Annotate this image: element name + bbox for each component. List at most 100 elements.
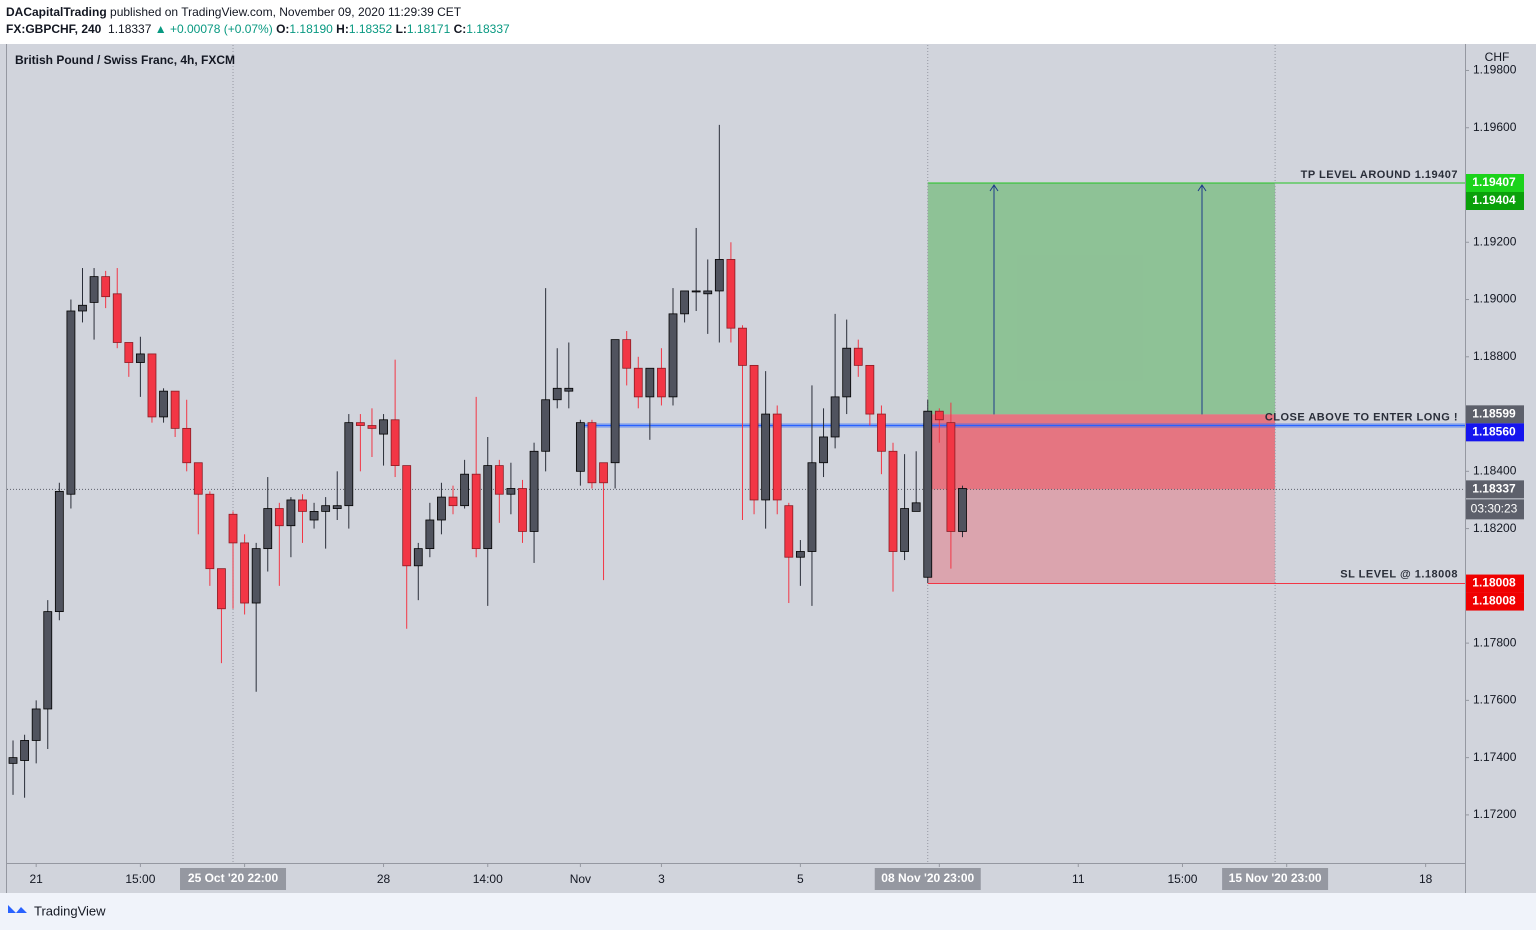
symbol: FX:GBPCHF, 240: [6, 22, 102, 36]
candle-body: [494, 465, 504, 495]
candle-body: [402, 465, 412, 567]
publisher: DACapitalTrading: [6, 5, 107, 19]
candle-body: [355, 422, 365, 426]
candle-body: [564, 387, 574, 392]
candle-body: [761, 413, 771, 501]
countdown-tag: [1466, 499, 1524, 520]
candle-body: [842, 347, 852, 398]
x-tick-label: 15:00: [125, 872, 155, 886]
publish-line: DACapitalTrading published on TradingVie…: [6, 4, 510, 21]
candle-body: [413, 548, 423, 567]
annotation: CLOSE ABOVE TO ENTER LONG !: [1265, 411, 1458, 423]
candle-body: [529, 450, 539, 532]
candle-body: [425, 519, 435, 550]
y-tick-label: 1.18400: [1473, 463, 1517, 477]
price-tag-label: 1.18599: [1472, 407, 1516, 421]
candle-body: [298, 499, 307, 512]
price-tag: [1466, 480, 1524, 499]
ohlc-key: L:: [395, 22, 407, 36]
candle-body: [437, 496, 446, 521]
marker-box: [874, 868, 981, 890]
candle-body: [147, 353, 157, 418]
candle-body: [958, 488, 967, 532]
countdown: 03:30:23: [1471, 502, 1518, 516]
y-tick-label: 1.18800: [1473, 349, 1517, 363]
candle-body: [379, 419, 388, 435]
candle-body: [483, 465, 493, 550]
candle-body: [8, 757, 18, 764]
candle-body: [518, 488, 527, 532]
candle-body: [170, 390, 180, 429]
candle-body: [228, 513, 238, 544]
candle-body: [738, 327, 747, 366]
candle-body: [448, 496, 458, 507]
x-tick-label: 28: [377, 872, 391, 886]
candle-body: [43, 611, 53, 710]
candle-body: [240, 542, 249, 604]
candle-body: [923, 410, 933, 578]
arrow-head: [1197, 184, 1207, 192]
candle-body: [344, 422, 354, 507]
price-tag: [1466, 423, 1524, 442]
x-tick-label: 18: [1419, 872, 1433, 886]
price-tag: [1466, 192, 1524, 211]
brand: TradingView: [34, 903, 106, 918]
y-tick-label: 1.19800: [1473, 63, 1517, 77]
ohlc-value: 1.18337: [466, 22, 510, 36]
candle-body: [749, 364, 759, 501]
candle-body: [286, 499, 296, 527]
candle-body: [888, 450, 898, 552]
x-tick-label: 15:00: [1167, 872, 1197, 886]
candle-body: [784, 505, 794, 558]
candle-body: [89, 276, 99, 303]
loss-zone: [927, 489, 1276, 584]
candle-body: [460, 473, 469, 507]
candle-body: [599, 462, 608, 484]
marker-box: [1222, 868, 1329, 890]
candle-body: [193, 462, 203, 495]
candle-body: [772, 413, 782, 501]
candle-body: [934, 410, 944, 421]
candle-body: [807, 462, 817, 552]
ohlc-value: 1.18352: [348, 22, 393, 36]
candle-body: [124, 342, 134, 363]
candle-body: [54, 490, 64, 613]
candle-body: [541, 399, 551, 452]
footer-bg: [0, 893, 1536, 930]
candle-body: [66, 310, 76, 495]
candle-body: [135, 353, 145, 363]
candle-body: [112, 293, 122, 343]
ohlc-value: 1.18171: [406, 22, 451, 36]
last: 1.18337: [108, 22, 152, 36]
candle-body: [217, 568, 226, 610]
header: DACapitalTrading published on TradingVie…: [6, 4, 510, 38]
price-tag: [1466, 405, 1524, 424]
candle-body: [251, 548, 261, 604]
candle-body: [877, 413, 886, 452]
y-tick-label: 1.19200: [1473, 234, 1517, 248]
price-tag-label: 1.18560: [1472, 425, 1516, 439]
candle-body: [309, 511, 319, 521]
candle-body: [471, 473, 481, 550]
y-tick-label: 1.17400: [1473, 750, 1517, 764]
x-tick-label: 14:00: [473, 872, 503, 886]
marker-box: [180, 868, 287, 890]
candle-body: [645, 367, 655, 398]
arrow-head: [989, 184, 999, 192]
candle-body: [159, 390, 168, 418]
candle-body: [390, 419, 400, 466]
price-tag-label: 1.19407: [1472, 175, 1516, 189]
symbol-line: FX:GBPCHF, 240 1.18337 ▲ +0.00078 (+0.07…: [6, 21, 510, 38]
candle-body: [657, 367, 666, 398]
price-tag-label: 1.18008: [1472, 576, 1516, 590]
x-tick-label: 11: [1072, 872, 1085, 886]
candle-body: [332, 505, 342, 509]
candle-body: [853, 347, 863, 366]
candle-body: [263, 508, 273, 550]
marker-label: 25 Oct '20 22:00: [188, 871, 279, 885]
price-tag-label: 1.18008: [1472, 594, 1516, 608]
y-tick-label: 1.17200: [1473, 807, 1517, 821]
marker-label: 08 Nov '20 23:00: [881, 871, 974, 885]
